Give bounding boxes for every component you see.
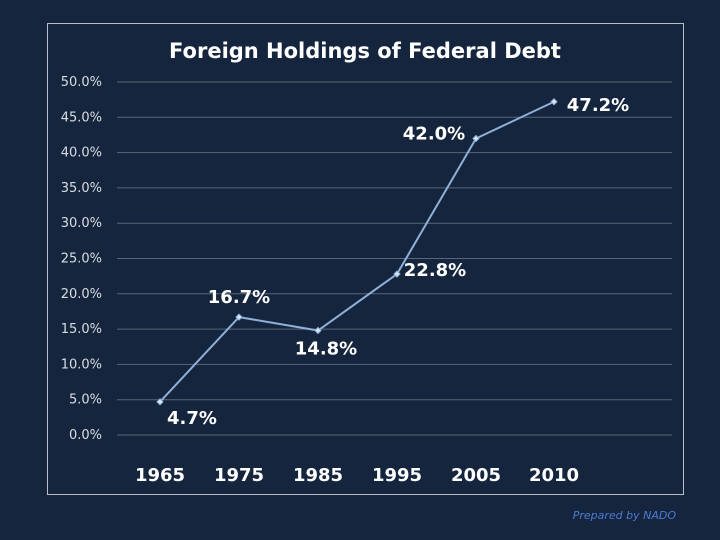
y-tick-label: 5.0% [69,393,102,408]
x-tick-label: 1965 [135,465,185,486]
data-label: 16.7% [208,287,270,308]
x-tick-label: 2010 [529,465,579,486]
x-tick-label: 1975 [214,465,264,486]
y-tick-label: 10.0% [61,357,102,372]
y-tick-label: 25.0% [61,252,102,267]
data-point-marker [550,98,558,106]
x-tick-label: 1985 [293,465,343,486]
data-label: 47.2% [567,95,629,116]
x-tick-label: 1995 [372,465,422,486]
data-point-marker [472,134,480,143]
y-tick-label: 0.0% [69,428,102,443]
data-point-marker [235,313,243,321]
x-tick-label: 2005 [451,465,501,486]
y-tick-label: 35.0% [61,181,102,196]
y-tick-label: 50.0% [61,75,102,90]
data-label: 4.7% [167,408,217,429]
data-labels: 4.7% 16.7% 14.8% 22.8% 42.0% 47.2% [167,95,629,429]
x-axis-tick-labels: 1965 1975 1985 1995 2005 2010 [135,465,579,486]
y-axis-tick-labels: 0.0% 5.0% 10.0% 15.0% 20.0% 25.0% 30.0% 35.0% 40… [61,75,102,443]
series-line [156,98,558,406]
chart-frame [47,23,684,495]
data-point-marker [156,398,164,406]
data-label: 42.0% [403,123,465,144]
footer-credit: Prepared by NADO [572,509,676,522]
y-tick-label: 45.0% [61,110,102,125]
grid-lines [117,81,672,436]
y-tick-label: 15.0% [61,322,102,337]
data-point-marker [393,270,401,278]
data-point-marker [314,326,322,335]
y-tick-label: 20.0% [61,287,102,302]
y-tick-label: 40.0% [61,146,102,161]
data-label: 14.8% [295,339,357,360]
data-label: 22.8% [404,260,466,281]
series-polyline [159,100,555,403]
chart-title: Foreign Holdings of Federal Debt [169,39,561,63]
y-tick-label: 30.0% [61,216,102,231]
